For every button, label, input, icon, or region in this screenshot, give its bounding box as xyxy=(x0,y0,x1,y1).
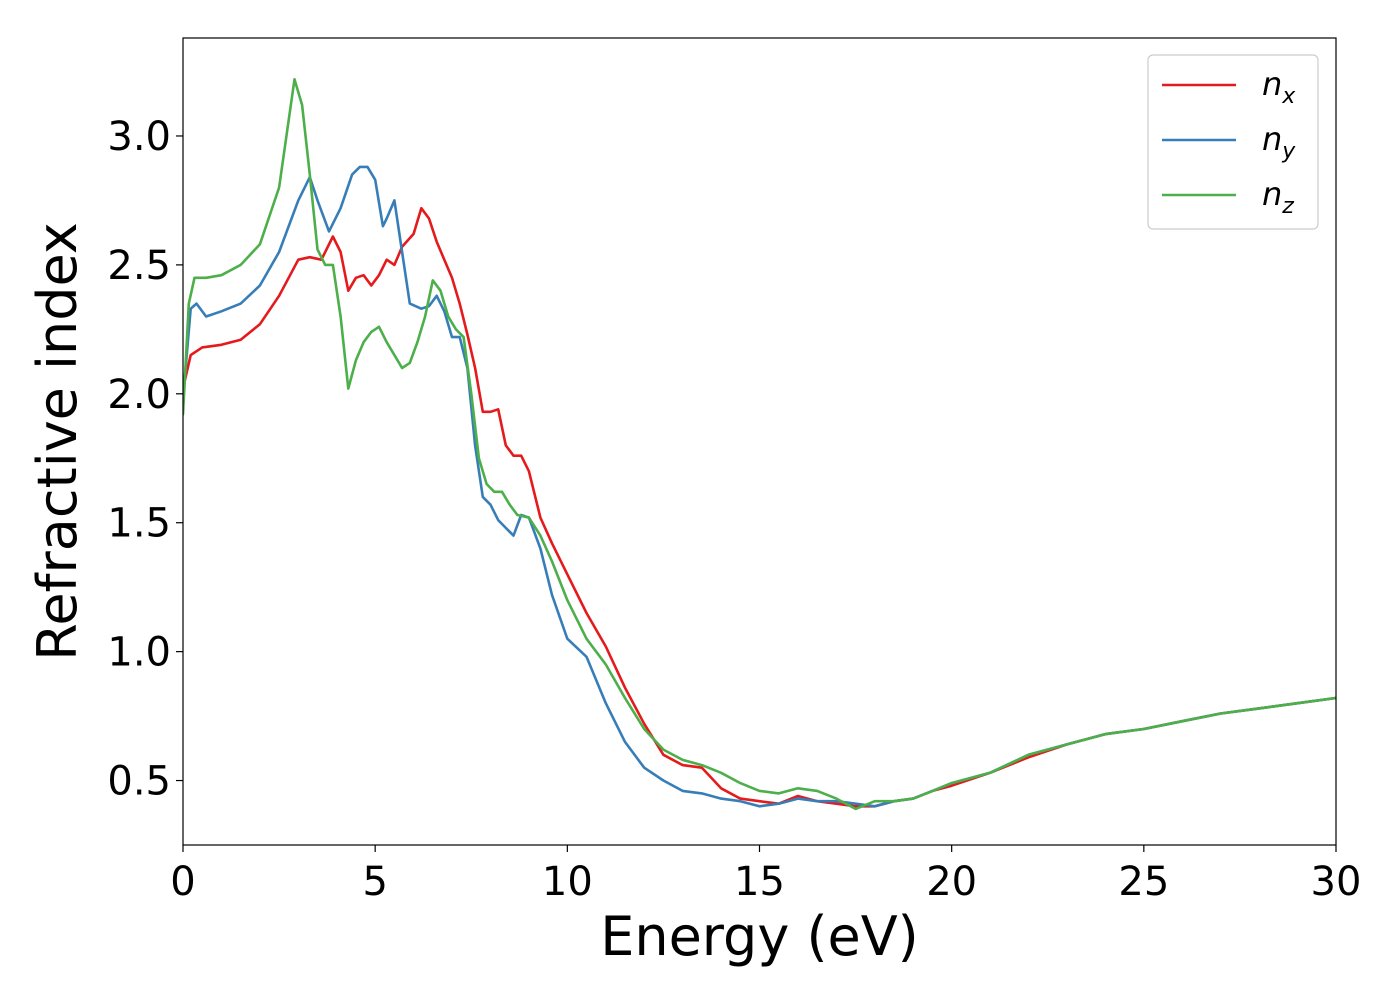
legend-entry: nx xyxy=(1262,65,1296,109)
legend-box xyxy=(1147,54,1319,230)
series-layer xyxy=(183,78,1336,811)
series-line-nz xyxy=(183,78,1336,811)
x-axis-label: Energy (eV) xyxy=(600,905,919,968)
x-tick-label: 15 xyxy=(734,859,785,905)
x-tick-label: 0 xyxy=(170,859,195,905)
x-tick-label: 10 xyxy=(542,859,593,905)
y-tick-label: 1.0 xyxy=(107,630,171,676)
y-axis-label: Refractive index xyxy=(26,222,89,661)
y-tick-label: 2.5 xyxy=(107,243,171,289)
legend-entry: ny xyxy=(1262,120,1296,164)
legend-entry: nz xyxy=(1262,175,1294,219)
legend: nx ny nz xyxy=(1147,54,1319,230)
y-tick-label: 1.5 xyxy=(107,501,171,547)
y-tick-label: 2.0 xyxy=(107,372,171,418)
plot-area xyxy=(183,38,1336,845)
y-tick-label: 3.0 xyxy=(107,114,171,160)
x-axis-ticks: 0 5 10 15 20 25 30 xyxy=(170,845,1361,905)
x-tick-label: 5 xyxy=(362,859,387,905)
y-axis-ticks: 0.5 1.0 1.5 2.0 2.5 3.0 xyxy=(107,114,183,805)
x-tick-label: 20 xyxy=(926,859,977,905)
x-tick-label: 30 xyxy=(1311,859,1362,905)
x-tick-label: 25 xyxy=(1118,859,1169,905)
y-tick-label: 0.5 xyxy=(107,759,171,805)
